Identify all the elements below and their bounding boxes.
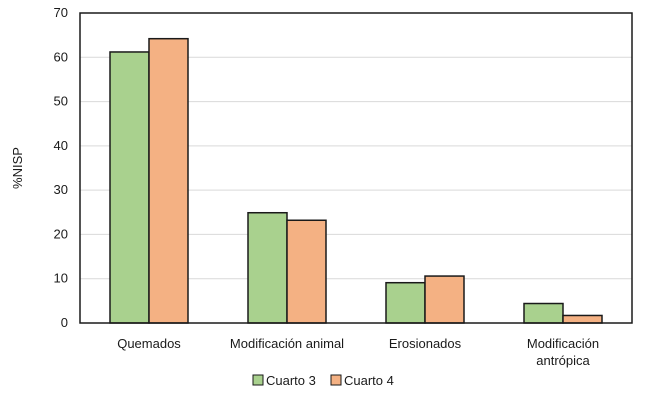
x-category-label-line: Modificación xyxy=(527,336,599,351)
legend-swatch xyxy=(330,374,342,386)
y-tick-label: 50 xyxy=(54,94,68,109)
y-tick-label: 0 xyxy=(61,315,68,330)
y-tick-label: 20 xyxy=(54,226,68,241)
x-category-label: Modificación antrópica xyxy=(527,336,599,368)
y-tick-label: 10 xyxy=(54,271,68,286)
bar-cuarto-4 xyxy=(148,37,189,324)
x-category-label: Quemados xyxy=(117,336,181,351)
x-category-label-line: antrópica xyxy=(536,353,590,368)
legend: Cuarto 3 Cuarto 4 xyxy=(252,373,394,388)
x-category-label: Erosionados xyxy=(389,336,462,351)
bar-cuarto-4 xyxy=(286,219,327,324)
y-tick-label: 40 xyxy=(54,138,68,153)
bar-cuarto-3 xyxy=(385,281,426,324)
legend-label: Cuarto 3 xyxy=(266,373,316,388)
y-tick-label: 70 xyxy=(54,5,68,20)
y-axis-title: %NISP xyxy=(10,147,25,189)
x-category-label-line: Modificación animal xyxy=(230,336,344,351)
x-category-label-line: Erosionados xyxy=(389,336,462,351)
y-tick-label: 30 xyxy=(54,182,68,197)
legend-swatch xyxy=(252,374,264,386)
bars xyxy=(109,37,603,324)
bar-cuarto-3 xyxy=(109,51,150,324)
legend-label: Cuarto 4 xyxy=(344,373,394,388)
x-category-labels: Quemados Modificación animal Erosionados Mo… xyxy=(117,336,599,368)
bar-cuarto-4 xyxy=(562,314,603,324)
bar-cuarto-4 xyxy=(424,275,465,324)
x-category-label-line: Quemados xyxy=(117,336,181,351)
bar-cuarto-3 xyxy=(523,302,564,324)
y-tick-label: 60 xyxy=(54,49,68,64)
y-tick-labels: 0 10 20 30 40 50 60 70 xyxy=(54,5,68,330)
plot-frame xyxy=(79,12,633,324)
x-category-label: Modificación animal xyxy=(230,336,344,351)
bar-cuarto-3 xyxy=(247,211,288,324)
